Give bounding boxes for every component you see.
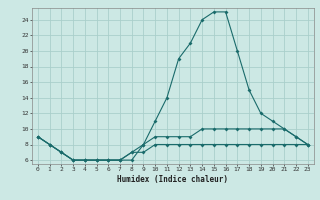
X-axis label: Humidex (Indice chaleur): Humidex (Indice chaleur): [117, 175, 228, 184]
